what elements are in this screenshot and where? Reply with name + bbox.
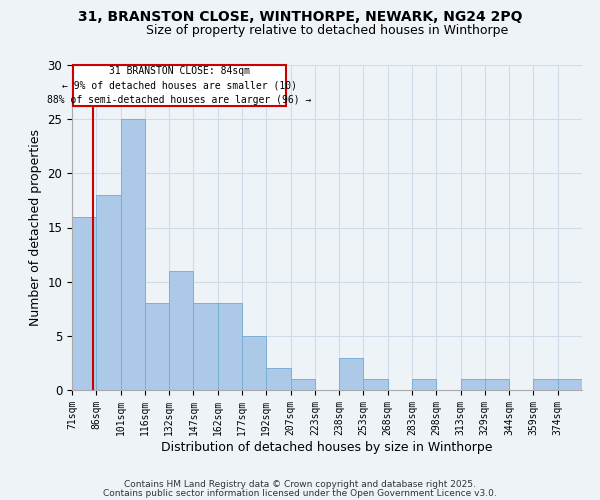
Bar [169,271,193,390]
X-axis label: Distribution of detached houses by size in Winthorpe: Distribution of detached houses by size … [161,440,493,454]
Bar [96,195,121,390]
Text: Contains public sector information licensed under the Open Government Licence v3: Contains public sector information licen… [103,488,497,498]
Bar [558,379,582,390]
Bar [533,379,558,390]
Bar [290,379,315,390]
Bar [339,358,364,390]
Bar [145,304,169,390]
Text: Contains HM Land Registry data © Crown copyright and database right 2025.: Contains HM Land Registry data © Crown c… [124,480,476,489]
Bar [218,304,242,390]
Bar [461,379,485,390]
Title: Size of property relative to detached houses in Winthorpe: Size of property relative to detached ho… [146,24,508,38]
Bar [242,336,266,390]
Bar [193,304,218,390]
Bar [364,379,388,390]
FancyBboxPatch shape [73,65,286,106]
Text: 31 BRANSTON CLOSE: 84sqm
← 9% of detached houses are smaller (10)
88% of semi-de: 31 BRANSTON CLOSE: 84sqm ← 9% of detache… [47,66,311,106]
Bar [72,216,96,390]
Y-axis label: Number of detached properties: Number of detached properties [29,129,42,326]
Bar [485,379,509,390]
Bar [412,379,436,390]
Text: 31, BRANSTON CLOSE, WINTHORPE, NEWARK, NG24 2PQ: 31, BRANSTON CLOSE, WINTHORPE, NEWARK, N… [78,10,522,24]
Bar [121,119,145,390]
Bar [266,368,290,390]
